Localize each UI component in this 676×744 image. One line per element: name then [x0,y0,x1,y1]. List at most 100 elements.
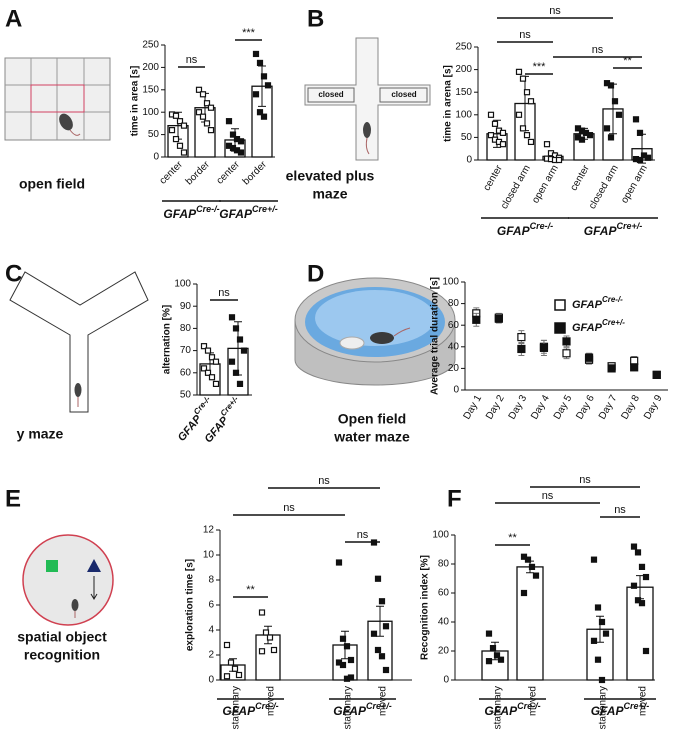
data-point [528,563,536,571]
illustration-label: closed [318,90,343,99]
y-tick-label: 0 [466,155,472,166]
y-tick-label: 80 [438,559,450,570]
legend-marker [554,299,566,311]
data-point [636,129,644,136]
data-point [347,656,355,664]
significance-label: *** [533,61,547,73]
significance-label: ns [592,44,604,56]
data-point [339,661,347,669]
data-point [499,129,507,136]
y-tick-label: 90 [180,301,192,312]
y-axis-label: alternation [%] [162,305,173,374]
y-tick-label: 100 [142,107,159,118]
y-tick-label: 0 [443,675,449,686]
y-tick-label: 250 [455,42,472,53]
x-tick-label: center [568,163,592,193]
x-tick-label: stationary [598,686,609,729]
data-point [382,623,390,630]
error-bar [258,65,266,107]
significance-label: ns [549,5,561,17]
x-tick-label-sup: Cre+/- [219,394,241,418]
group-label: GFAPCre+/- [584,221,642,238]
x-tick-label: Day 9 [642,393,665,422]
data-point [204,369,212,376]
data-point [204,347,212,354]
data-point [374,575,382,582]
x-tick-label: border [184,159,213,188]
y-tick-label: 50 [461,132,473,143]
x-tick-label: Day 7 [597,393,620,422]
y-tick-label: 250 [142,40,159,51]
open-field-illustration [4,57,111,141]
panel-caption: spatial object [17,629,107,645]
data-point [203,120,211,127]
y-tick-label: 50 [180,390,192,401]
data-point [594,656,602,663]
x-tick-label-main: GFAP [202,414,231,445]
data-point [519,125,527,132]
panel-letter: E [5,485,21,512]
data-point [236,336,244,343]
y-tick-label: 100 [455,109,472,120]
group-label-sup: Cre-/- [530,221,554,231]
data-point [195,86,203,93]
x-tick-label: stationary [231,686,242,729]
data-point [176,142,184,149]
panel-letter: C [5,260,22,287]
x-tick-label: border [241,159,270,188]
y-axis-label: time in area [s] [130,66,141,137]
panel-caption: maze [312,186,347,202]
group-label-sup: Cre+/- [616,221,642,231]
data-point [252,91,260,98]
y-tick-label: 150 [455,87,472,98]
x-tick-label: Day 3 [507,393,530,422]
group-label: GFAPCre+/- [333,701,391,718]
y-tick-label: 6 [208,600,214,611]
y-axis-label: Average trial duration [s] [430,277,441,395]
data-point [598,676,606,684]
data-point [266,634,274,641]
data-point [260,73,268,80]
data-point [652,370,661,379]
significance-label: ns [542,490,554,502]
significance-label: ns [318,475,330,487]
water-maze-illustration [294,277,456,386]
data-point [586,132,594,139]
data-point [494,314,503,323]
group-label-main: GFAP [163,207,197,221]
group-label-sup: Cre-/- [517,701,541,711]
significance-label: ** [508,532,517,544]
data-point [180,149,188,156]
data-point [208,374,216,381]
group-label-main: GFAP [222,704,256,718]
data-point [590,637,598,644]
data-point [252,50,260,58]
data-point [607,364,616,373]
significance-label: *** [242,27,256,39]
y-tick-label: 70 [180,345,192,356]
y-tick-label: 50 [148,129,160,140]
data-point [208,354,216,361]
plus-maze-illustration [304,37,431,161]
data-point [562,349,571,358]
data-point [562,337,571,346]
data-point [630,582,638,589]
data-point [594,604,602,611]
data-point [527,138,535,146]
y-axis-label: Recognition index [%] [420,555,431,660]
data-point [227,659,235,666]
y-tick-label: 200 [142,62,159,73]
data-point [598,618,606,626]
data-point [634,549,642,556]
data-point [644,154,652,161]
data-point [532,572,540,579]
y-axis-label: time in arena [s] [443,65,454,142]
panel-letter: A [5,5,22,32]
data-point [207,104,215,111]
significance-label: ns [614,504,626,516]
significance-label: ns [519,29,531,41]
data-point [203,100,211,107]
y-tick-label: 150 [142,84,159,95]
legend-label-sup: Cre-/- [602,295,623,304]
